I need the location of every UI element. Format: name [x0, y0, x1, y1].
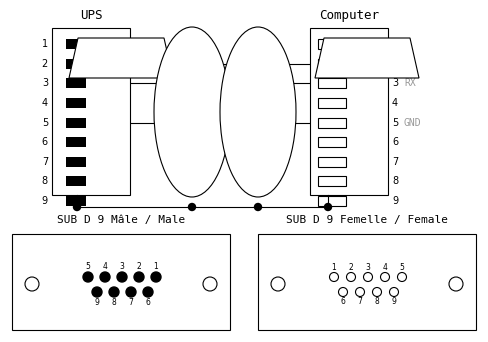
Circle shape [389, 288, 399, 297]
Circle shape [364, 273, 372, 281]
Bar [52, 28, 130, 195]
Bar [318, 157, 346, 167]
Circle shape [271, 277, 285, 291]
Circle shape [381, 273, 389, 281]
Text: 4: 4 [383, 263, 387, 272]
Text: 5: 5 [400, 263, 405, 272]
Bar [66, 98, 86, 108]
Bar [318, 39, 346, 49]
Bar [66, 137, 86, 147]
Circle shape [449, 277, 463, 291]
Text: 1: 1 [332, 263, 336, 272]
Bar [66, 157, 86, 167]
Text: TX: TX [404, 58, 416, 69]
Bar [66, 58, 86, 69]
Bar [318, 118, 346, 128]
Circle shape [339, 288, 347, 297]
Text: 8: 8 [112, 298, 116, 307]
Polygon shape [69, 38, 173, 78]
Circle shape [100, 272, 110, 282]
Bar [66, 118, 86, 128]
Circle shape [74, 203, 81, 210]
Circle shape [329, 273, 339, 281]
Text: 2: 2 [137, 262, 142, 271]
Text: 2: 2 [42, 58, 48, 69]
Text: 5: 5 [392, 118, 398, 128]
Circle shape [372, 288, 382, 297]
Bar [318, 176, 346, 186]
Circle shape [117, 272, 127, 282]
Text: 8: 8 [375, 298, 379, 306]
Circle shape [203, 277, 217, 291]
Bar [66, 196, 86, 206]
Text: 9: 9 [392, 196, 398, 206]
Circle shape [126, 287, 136, 297]
Text: 9: 9 [95, 298, 100, 307]
Text: 4: 4 [102, 262, 107, 271]
Polygon shape [315, 38, 419, 78]
Text: 6: 6 [145, 298, 150, 307]
Text: 5: 5 [42, 118, 48, 128]
Text: 3: 3 [120, 262, 124, 271]
Bar [66, 78, 86, 88]
Circle shape [92, 287, 102, 297]
Circle shape [188, 203, 196, 210]
Bar [310, 28, 388, 195]
Text: 1: 1 [42, 39, 48, 49]
Text: 4: 4 [392, 98, 398, 108]
Circle shape [255, 203, 262, 210]
Bar [318, 137, 346, 147]
Bar [66, 176, 86, 186]
Text: 1: 1 [392, 39, 398, 49]
Circle shape [355, 288, 365, 297]
Text: 6: 6 [392, 137, 398, 147]
Text: 8: 8 [42, 176, 48, 186]
Text: 7: 7 [128, 298, 133, 307]
Text: 8: 8 [392, 176, 398, 186]
Text: 3: 3 [42, 78, 48, 88]
Text: 7: 7 [392, 157, 398, 167]
Circle shape [143, 287, 153, 297]
Bar [66, 39, 86, 49]
Circle shape [83, 272, 93, 282]
Text: 6: 6 [341, 298, 346, 306]
Text: 5: 5 [85, 262, 90, 271]
Bar [318, 78, 346, 88]
Text: 2: 2 [348, 263, 353, 272]
Circle shape [346, 273, 355, 281]
Circle shape [109, 287, 119, 297]
Text: 6: 6 [42, 137, 48, 147]
Text: SUB D 9 Femelle / Female: SUB D 9 Femelle / Female [286, 215, 448, 225]
Text: 1: 1 [154, 262, 159, 271]
Circle shape [398, 273, 407, 281]
Circle shape [134, 272, 144, 282]
Text: SUB D 9 Mâle / Male: SUB D 9 Mâle / Male [57, 215, 185, 225]
Bar [318, 196, 346, 206]
Text: 9: 9 [42, 196, 48, 206]
Text: 3: 3 [366, 263, 370, 272]
Text: 7: 7 [42, 157, 48, 167]
Text: GND: GND [404, 118, 422, 128]
Ellipse shape [154, 27, 230, 197]
Text: 2: 2 [392, 58, 398, 69]
Bar [318, 98, 346, 108]
Text: 3: 3 [392, 78, 398, 88]
Text: RX: RX [404, 78, 416, 88]
Circle shape [151, 272, 161, 282]
Text: UPS: UPS [80, 9, 102, 22]
Text: 7: 7 [358, 298, 363, 306]
Bar [258, 234, 476, 330]
Circle shape [25, 277, 39, 291]
Text: 9: 9 [391, 298, 396, 306]
Circle shape [325, 203, 331, 210]
Text: Computer: Computer [319, 9, 379, 22]
Ellipse shape [220, 27, 296, 197]
Text: 4: 4 [42, 98, 48, 108]
Bar [12, 234, 230, 330]
Bar [318, 58, 346, 69]
